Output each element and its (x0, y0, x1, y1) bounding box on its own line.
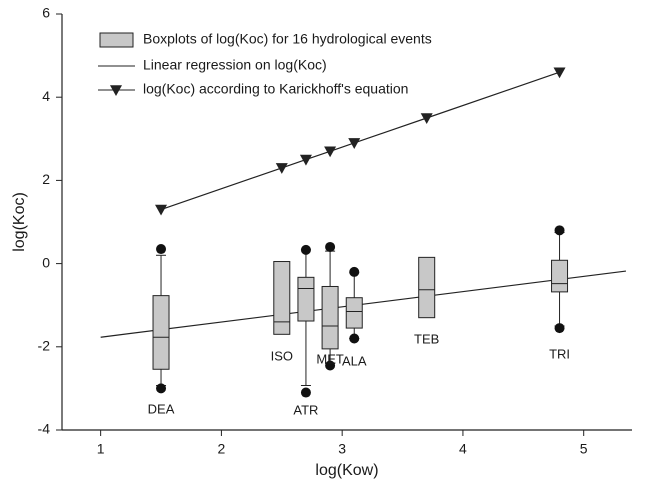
outlier (554, 323, 565, 334)
outlier (300, 387, 311, 398)
box-label: TEB (414, 331, 439, 346)
outlier (554, 225, 565, 236)
box (273, 261, 291, 335)
x-tick-label: 1 (97, 441, 105, 457)
box-label: ISO (271, 348, 293, 363)
y-tick-label: 0 (42, 254, 50, 270)
y-tick-label: 4 (42, 88, 50, 104)
box-label: ALA (342, 353, 367, 368)
box (345, 297, 363, 329)
box (418, 256, 436, 319)
marker (420, 113, 433, 124)
marker (299, 154, 312, 166)
legend-swatch (99, 32, 134, 48)
box-label: MET (316, 351, 344, 366)
marker (155, 204, 168, 216)
outlier (300, 244, 311, 255)
box (321, 285, 339, 350)
marker (275, 163, 288, 174)
outlier (156, 383, 167, 394)
x-tick-label: 4 (459, 441, 467, 457)
marker (324, 146, 337, 158)
legend-label: Linear regression on log(Koc) (143, 57, 327, 73)
series-line (100, 270, 627, 338)
x-tick-label: 2 (218, 441, 226, 457)
y-tick-label: 6 (42, 5, 50, 21)
legend-label: log(Koc) according to Karickhoff's equat… (143, 81, 408, 97)
outlier (349, 266, 360, 277)
y-axis-label: log(Koc) (11, 192, 28, 252)
legend-label: Boxplots of log(Koc) for 16 hydrological… (143, 31, 432, 47)
outlier (325, 241, 336, 252)
x-tick-label: 3 (338, 441, 346, 457)
marker (348, 138, 361, 149)
box-label: TRI (549, 346, 570, 361)
box (551, 259, 569, 293)
y-tick-label: -4 (38, 421, 51, 437)
box (152, 295, 170, 370)
box-label: DEA (148, 401, 175, 416)
outlier (325, 360, 336, 371)
y-tick-label: -2 (38, 338, 51, 354)
marker (553, 67, 566, 79)
box (297, 276, 315, 322)
legend-marker (110, 85, 122, 96)
x-tick-label: 5 (580, 441, 588, 457)
x-axis-label: log(Kow) (315, 462, 378, 479)
y-tick-label: 2 (42, 171, 50, 187)
box-label: ATR (293, 402, 318, 417)
outlier (349, 333, 360, 344)
outlier (156, 244, 167, 255)
